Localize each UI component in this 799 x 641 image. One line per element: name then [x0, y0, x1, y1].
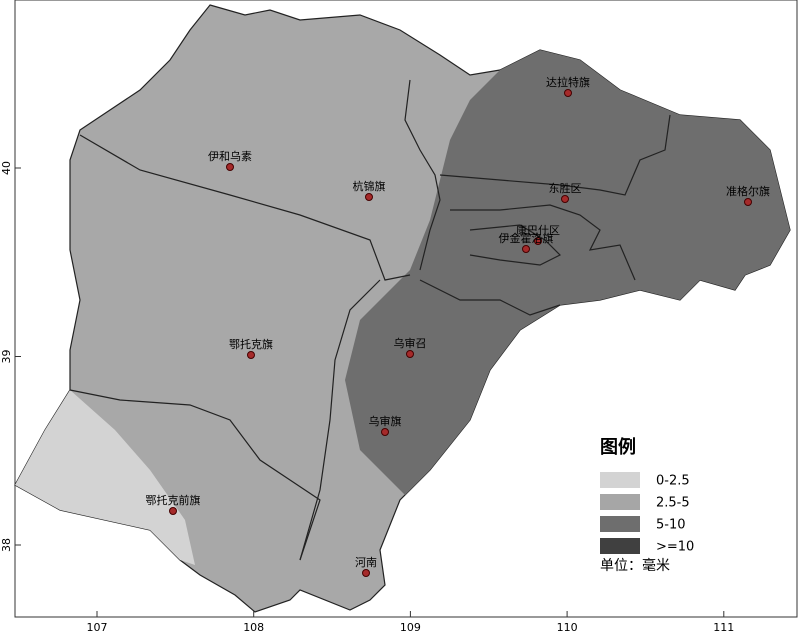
legend-unit: 单位：毫米 — [600, 557, 670, 574]
place-dot — [744, 198, 752, 206]
place-dot — [561, 195, 569, 203]
place-dot — [247, 351, 255, 359]
x-tick-label: 110 — [557, 621, 578, 634]
place-dot — [564, 89, 572, 97]
axis-ticks: 107 108 109 110 111 40 39 38 — [0, 161, 734, 634]
y-tick-label: 38 — [0, 538, 13, 552]
place-dot — [169, 507, 177, 515]
place-label: 伊金霍洛旗 — [499, 231, 554, 245]
place-label: 康巴什区 — [516, 223, 560, 237]
place-label: 乌审召 — [394, 336, 427, 350]
region-0-2-5 — [15, 390, 195, 565]
legend-swatch — [600, 516, 640, 532]
place-label: 杭锦旗 — [353, 179, 386, 193]
place-dot — [534, 237, 542, 245]
x-tick-label: 111 — [713, 621, 734, 634]
x-tick-label: 109 — [400, 621, 421, 634]
legend-label: >=10 — [656, 540, 694, 555]
place-dot — [365, 193, 373, 201]
place-dot — [522, 245, 530, 253]
legend-swatch — [600, 494, 640, 510]
legend: 图例 单位：毫米 0-2.5 2.5-5 5-10 >=10 — [600, 436, 694, 574]
place-label: 乌审旗 — [369, 414, 402, 428]
x-tick-label: 108 — [243, 621, 264, 634]
y-tick-label: 39 — [0, 350, 13, 364]
place-dot — [226, 163, 234, 171]
region-5-10 — [345, 50, 790, 495]
place-dot — [381, 428, 389, 436]
place-label: 达拉特旗 — [546, 75, 590, 89]
place-label: 准格尔旗 — [726, 184, 770, 198]
legend-label: 2.5-5 — [656, 496, 690, 511]
legend-label: 0-2.5 — [656, 474, 690, 489]
x-tick-label: 107 — [87, 621, 108, 634]
legend-swatch — [600, 538, 640, 554]
place-label: 鄂托克旗 — [229, 337, 273, 351]
legend-swatch — [600, 472, 640, 488]
legend-label: 5-10 — [656, 518, 686, 533]
place-dot — [406, 350, 414, 358]
y-tick-label: 40 — [0, 161, 13, 175]
place-dot — [362, 569, 370, 577]
legend-title: 图例 — [600, 436, 636, 458]
county-borders — [69, 79, 671, 561]
place-label: 伊和乌素 — [208, 149, 252, 163]
place-label: 河南 — [355, 556, 377, 569]
place-label: 东胜区 — [549, 181, 582, 195]
place-label: 鄂托克前旗 — [146, 493, 201, 507]
